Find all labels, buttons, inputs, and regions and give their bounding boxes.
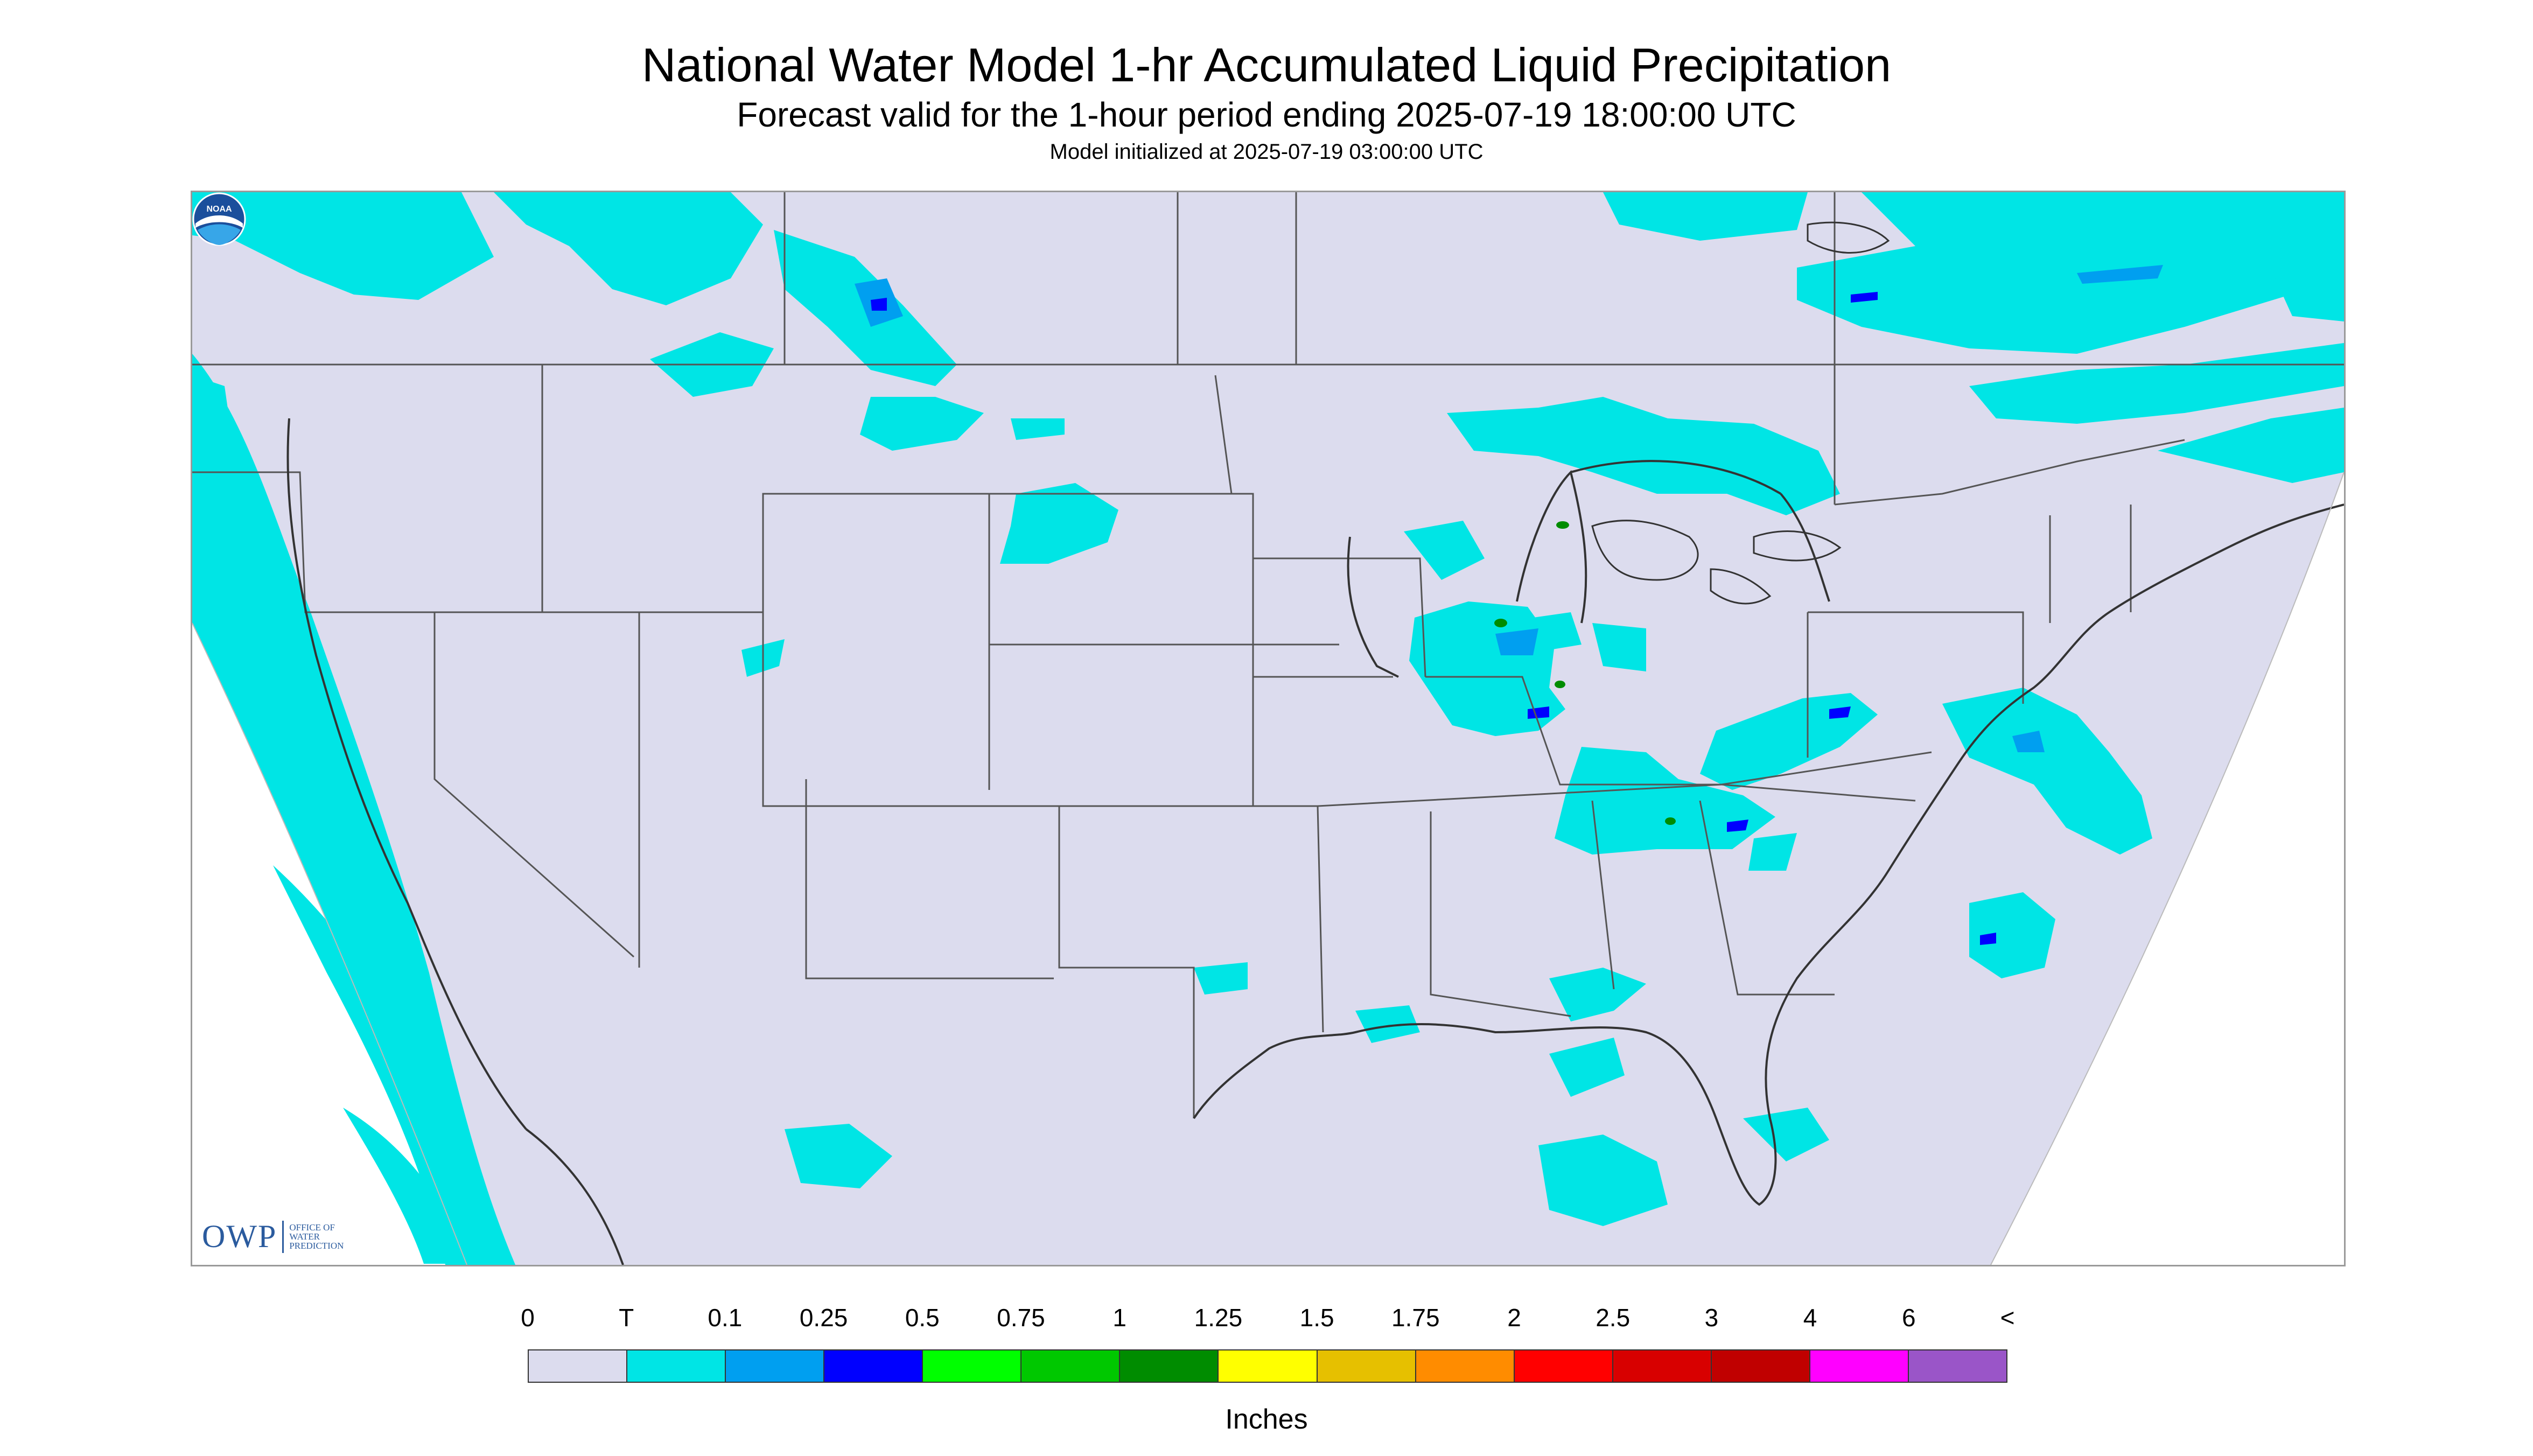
legend-label-0: 0 [521,1304,535,1332]
legend-label-5: 0.75 [997,1304,1045,1332]
owp-line1: OFFICE OF [289,1222,335,1233]
map-canvas [192,192,2344,1265]
forecast-valid-subtitle: Forecast valid for the 1-hour period end… [737,95,1796,134]
legend-swatch-3 [824,1350,923,1382]
legend-swatch-12 [1711,1350,1810,1382]
legend-labels: 0 T 0.1 0.25 0.5 0.75 1 1.25 1.5 1.75 2 2.5 3 4 6 < [512,1303,2019,1335]
legend-label-3: 0.25 [799,1304,848,1332]
legend-label-2: 0.1 [708,1304,743,1332]
domain-edge [1990,472,2344,1265]
legend-swatch-1 [627,1350,726,1382]
legend-label-7: 1.25 [1194,1304,1243,1332]
model-init-line: Model initialized at 2025-07-19 03:00:00… [1049,140,1484,164]
legend-label-10: 2 [1507,1304,1521,1332]
legend-color-bar [528,1349,2007,1383]
precip-light-areas [855,265,2163,752]
noaa-text: NOAA [206,205,232,214]
precip-heavy-spots [1494,521,1676,825]
legend-swatch-9 [1416,1350,1515,1382]
precip-trace-areas [192,192,2344,1265]
boundary-lines [192,192,2344,1118]
noaa-logo: NOAA [192,192,246,246]
owp-logo: OWP OFFICE OF WATER PREDICTION [202,1218,365,1255]
domain-edge-west [192,622,467,1265]
legend-label-4: 0.5 [905,1304,940,1332]
legend-swatch-7 [1219,1350,1318,1382]
legend-label-15: < [2000,1304,2015,1332]
owp-letters: OWP [202,1219,277,1254]
legend-units: Inches [1225,1404,1308,1435]
lake-outlines [1591,221,1890,605]
legend-swatch-6 [1120,1350,1219,1382]
legend-label-1: T [619,1304,634,1332]
legend-swatch-4 [923,1350,1022,1382]
legend-swatch-2 [726,1350,825,1382]
legend-swatch-0 [529,1350,628,1382]
legend-swatch-10 [1514,1350,1613,1382]
legend-label-9: 1.75 [1391,1304,1440,1332]
legend-label-14: 6 [1902,1304,1916,1332]
precipitation-map: OWP OFFICE OF WATER PREDICTION NOAA [191,191,2346,1266]
legend-swatch-14 [1908,1350,2006,1382]
legend-swatch-13 [1810,1350,1909,1382]
coastlines [286,418,2344,1265]
legend-label-11: 2.5 [1596,1304,1631,1332]
legend-swatch-8 [1317,1350,1416,1382]
owp-line2: WATER [289,1231,320,1242]
legend-swatch-11 [1613,1350,1712,1382]
owp-line3: PREDICTION [289,1241,344,1251]
legend-label-13: 4 [1803,1304,1817,1332]
legend-label-6: 1 [1112,1304,1126,1332]
owp-subtitle: OFFICE OF WATER PREDICTION [289,1223,365,1250]
legend-label-8: 1.5 [1299,1304,1334,1332]
owp-divider [282,1220,284,1253]
map-title: National Water Model 1-hr Accumulated Li… [641,38,1892,92]
legend-swatch-5 [1021,1350,1121,1382]
legend-label-12: 3 [1704,1304,1719,1332]
